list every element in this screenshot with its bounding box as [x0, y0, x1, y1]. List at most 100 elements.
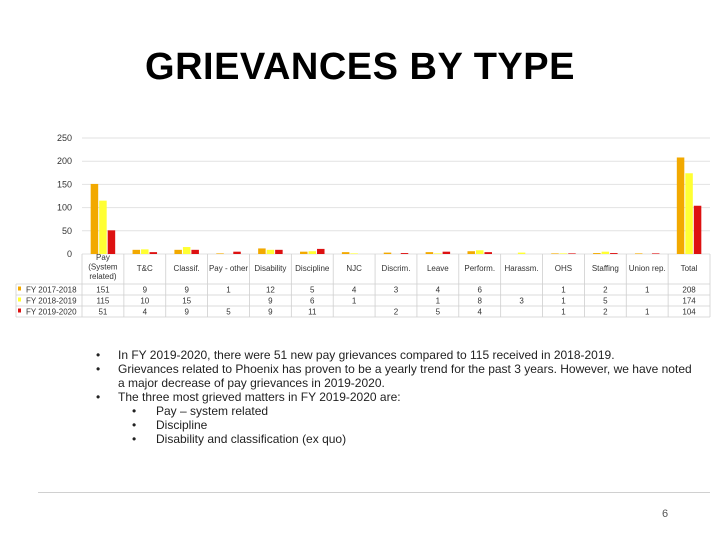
- bar: [341, 252, 350, 254]
- table-cell: 104: [682, 308, 696, 317]
- table-cell: 5: [226, 308, 231, 317]
- legend-swatch: [18, 308, 21, 313]
- bar: [484, 252, 492, 254]
- bar: [601, 251, 610, 254]
- bar: [233, 251, 241, 254]
- bar: [442, 251, 451, 254]
- table-cell: 11: [308, 308, 317, 317]
- legend-swatch: [18, 286, 21, 291]
- table-cell: 51: [98, 308, 107, 317]
- y-tick-label: 100: [57, 203, 72, 213]
- table-cell: 4: [352, 286, 357, 295]
- y-axis-labels: 0 50 100 150 200 250: [57, 133, 72, 259]
- bullet-dot: •: [132, 404, 137, 418]
- table-cell: 9: [268, 308, 273, 317]
- bar: [634, 253, 643, 254]
- bar: [651, 253, 660, 254]
- bar: [610, 253, 618, 254]
- table-cell: 6: [478, 286, 483, 295]
- sub-bullet-item: • Discipline: [132, 418, 696, 432]
- sub-bullet-item: • Disability and classification (ex quo): [132, 432, 696, 446]
- table-cell: 9: [184, 308, 189, 317]
- bar: [551, 253, 559, 254]
- bar: [593, 253, 601, 254]
- chart-bars: [90, 157, 702, 254]
- table-cell: 1: [561, 286, 566, 295]
- bar: [216, 253, 224, 254]
- bar: [317, 248, 325, 254]
- bullet-item: • In FY 2019-2020, there were 51 new pay …: [96, 348, 696, 362]
- legend-swatch: [18, 297, 21, 302]
- bar: [693, 205, 702, 254]
- bullet-dot: •: [96, 362, 101, 376]
- category-label: NJC: [346, 264, 362, 273]
- sub-bullet-text: Disability and classification (ex quo): [156, 432, 347, 446]
- bar: [182, 247, 191, 254]
- bar: [685, 173, 693, 254]
- bar: [308, 251, 317, 254]
- category-label: Staffing: [592, 264, 619, 273]
- table-cell: 15: [182, 297, 191, 306]
- sub-bullet-item: • Pay – system related: [132, 404, 696, 418]
- footer-divider: [38, 492, 710, 493]
- category-label: Discrim.: [382, 264, 411, 273]
- table-cell: 5: [603, 297, 608, 306]
- category-label: Total: [681, 264, 698, 273]
- bar: [99, 200, 107, 254]
- bar: [517, 252, 526, 254]
- bullet-dot: •: [132, 432, 137, 446]
- table-cell: 4: [143, 308, 148, 317]
- category-label: (System: [88, 263, 118, 272]
- table-cell: 5: [436, 308, 441, 317]
- bullet-item: • Grievances related to Phoenix has prove…: [96, 362, 696, 390]
- category-label: Classif.: [174, 264, 200, 273]
- bar: [350, 253, 358, 254]
- category-label: T&C: [137, 264, 153, 273]
- y-tick-label: 50: [62, 226, 72, 236]
- bar: [266, 249, 275, 254]
- series-name: FY 2018-2019: [26, 297, 77, 306]
- table-cell: 1: [561, 297, 566, 306]
- bar: [475, 250, 484, 254]
- table-cell: 1: [561, 308, 566, 317]
- bar: [559, 253, 568, 254]
- bar: [149, 252, 158, 254]
- bar: [191, 249, 199, 254]
- bullet-text: The three most grieved matters in FY 201…: [118, 390, 401, 404]
- table-cell: 4: [478, 308, 483, 317]
- table-cell: 115: [97, 297, 110, 306]
- y-tick-label: 150: [57, 179, 72, 189]
- sub-bullet-text: Pay – system related: [156, 404, 269, 418]
- bar: [434, 253, 442, 254]
- bullet-dot: •: [96, 390, 101, 404]
- table-cell: 9: [268, 297, 273, 306]
- table-cell: 151: [96, 286, 110, 295]
- table-cell: 6: [310, 297, 315, 306]
- y-tick-label: 200: [57, 156, 72, 166]
- bar: [174, 249, 182, 254]
- table-cell: 8: [478, 297, 483, 306]
- table-cell: 4: [436, 286, 441, 295]
- table-cell: 1: [645, 286, 650, 295]
- category-label: Union rep.: [629, 264, 666, 273]
- category-label: OHS: [555, 264, 572, 273]
- table-cell: 10: [140, 297, 149, 306]
- category-label: Disability: [254, 264, 286, 273]
- bar: [90, 183, 99, 254]
- bar: [676, 157, 685, 254]
- table-cell: 3: [519, 297, 524, 306]
- bullet-text: In FY 2019-2020, there were 51 new pay g…: [118, 348, 615, 362]
- bar: [107, 230, 116, 254]
- category-label: Leave: [427, 264, 449, 273]
- table-cell: 208: [682, 286, 696, 295]
- bar: [300, 251, 308, 254]
- bar: [383, 252, 392, 254]
- bar: [568, 253, 576, 254]
- table-cell: 1: [436, 297, 441, 306]
- table-cell: 5: [310, 286, 315, 295]
- bullet-list: • In FY 2019-2020, there were 51 new pay …: [96, 348, 696, 446]
- category-label: Pay - other: [209, 264, 248, 273]
- table-cell: 12: [266, 286, 275, 295]
